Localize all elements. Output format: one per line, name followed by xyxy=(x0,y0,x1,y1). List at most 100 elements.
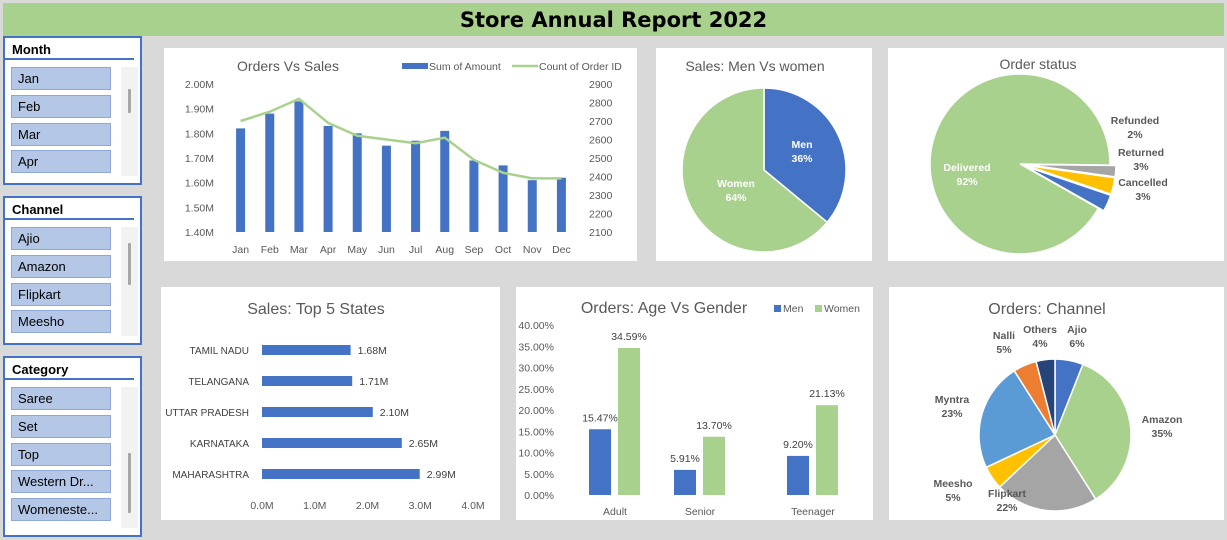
y-right-tick-label: 2400 xyxy=(589,172,613,184)
x-tick-label: Adult xyxy=(603,506,627,518)
orders-channel-panel: Orders: Channel Ajio 6% Amazon 35% Flipkart 22… xyxy=(889,287,1224,520)
pie-slice-others xyxy=(1035,358,1056,436)
data-label-value: 2% xyxy=(1127,129,1143,141)
month-scroll-thumb[interactable] xyxy=(128,89,131,113)
y-tick-label: MAHARASHTRA xyxy=(172,470,249,481)
data-label-value: 35% xyxy=(1151,428,1173,440)
pie-slice-delivered xyxy=(929,73,1111,255)
data-label: 2.99M xyxy=(427,469,456,481)
x-tick-label: Dec xyxy=(552,244,571,256)
y-right-tick-label: 2800 xyxy=(589,98,613,110)
y-right-tick-label: 2900 xyxy=(589,79,613,91)
orders-vs-sales-panel: Orders Vs Sales Sum of Amount Count of Ord… xyxy=(164,48,637,261)
data-label: 5.91% xyxy=(670,453,700,465)
slicer-item-feb[interactable]: Feb xyxy=(11,94,111,118)
pie-slice-returned xyxy=(1025,164,1116,196)
bar-men xyxy=(787,455,809,495)
data-label-value: 5% xyxy=(996,344,1012,356)
slicer-item-top[interactable]: Top xyxy=(11,442,111,466)
slicer-item-mar[interactable]: Mar xyxy=(11,122,111,146)
data-label: 1.68M xyxy=(358,345,387,357)
men-vs-women-panel: Sales: Men Vs women Men 36% Women 64% xyxy=(656,48,872,261)
slicer-item-flipkart[interactable]: Flipkart xyxy=(11,282,111,306)
y-tick-label: 20.00% xyxy=(518,405,554,417)
data-label-name: Refunded xyxy=(1111,115,1159,127)
bar-sum-of-amount xyxy=(352,133,362,232)
slicer-item-ajio[interactable]: Ajio xyxy=(11,227,111,250)
slicer-item-apr[interactable]: Apr xyxy=(11,150,111,174)
data-label-name: Amazon xyxy=(1142,414,1183,426)
legend-label-amount: Sum of Amount xyxy=(429,61,501,73)
channel-slicer-scrollbar[interactable] xyxy=(121,227,138,336)
x-tick-label: Jan xyxy=(232,244,249,256)
slicer-item-amazon[interactable]: Amazon xyxy=(11,254,111,278)
slicer-item-jan[interactable]: Jan xyxy=(11,67,111,90)
y-tick-label: 15.00% xyxy=(518,426,554,438)
x-tick-label: Teenager xyxy=(791,506,835,518)
data-label-name: Delivered xyxy=(943,162,990,174)
orders-channel-chart: Orders: Channel Ajio 6% Amazon 35% Flipkart 22… xyxy=(933,301,1183,514)
data-label-name: Ajio xyxy=(1067,324,1087,336)
data-label-value: 23% xyxy=(941,408,963,420)
data-label: 2.10M xyxy=(380,407,409,419)
legend-swatch-men xyxy=(774,305,781,312)
line-count-of-order-id xyxy=(240,97,562,180)
data-label-value: 5% xyxy=(945,492,961,504)
data-label: 9.20% xyxy=(783,439,813,451)
pie-slice-myntra xyxy=(978,369,1057,469)
y-right-tick-label: 2500 xyxy=(589,153,613,165)
legend-label-men: Men xyxy=(783,303,804,315)
month-slicer: Month Jan Feb Mar Apr xyxy=(3,36,142,185)
pie-slice-women xyxy=(681,87,829,253)
category-scroll-thumb[interactable] xyxy=(128,453,131,513)
order-status-panel: Order status Delivered 92% Refunded 2% Return… xyxy=(888,48,1224,261)
legend-label-orders: Count of Order ID xyxy=(539,61,622,73)
slicer-item-set[interactable]: Set xyxy=(11,414,111,438)
data-label-value: 6% xyxy=(1069,338,1085,350)
bar-state-sales xyxy=(262,407,373,417)
legend-swatch-amount xyxy=(402,63,428,69)
month-slicer-scrollbar[interactable] xyxy=(121,67,138,176)
data-label-name: Returned xyxy=(1118,147,1164,159)
x-tick-label: Sep xyxy=(465,244,484,256)
bar-sum-of-amount xyxy=(440,130,450,232)
category-slicer-scrollbar[interactable] xyxy=(121,387,138,528)
data-label-name: Meesho xyxy=(933,478,972,490)
channel-slicer: Channel Ajio Amazon Flipkart Meesho xyxy=(3,196,142,345)
y-right-tick-label: 2300 xyxy=(589,190,613,202)
top-states-panel: Sales: Top 5 States TAMIL NADU 1.68M TELANG… xyxy=(161,287,500,520)
bar-sum-of-amount xyxy=(527,180,537,232)
bar-state-sales xyxy=(262,345,351,355)
channel-scroll-thumb[interactable] xyxy=(128,243,131,285)
age-vs-gender-panel: Orders: Age Vs Gender Men Women 40.00% 35.00… xyxy=(516,287,873,520)
data-label: 2.65M xyxy=(409,438,438,450)
orders-vs-sales-chart: Orders Vs Sales Sum of Amount Count of Ord… xyxy=(185,58,622,256)
y-tick-label: UTTAR PRADESH xyxy=(165,408,249,419)
slicer-item-womenestern[interactable]: Womeneste... xyxy=(11,498,111,522)
pie-slice-cancelled xyxy=(1025,165,1112,212)
bar-men xyxy=(589,429,611,495)
x-tick-label: Senior xyxy=(685,506,716,518)
y-right-tick-label: 2700 xyxy=(589,116,613,128)
bar-sum-of-amount xyxy=(323,125,333,232)
data-label: 34.59% xyxy=(611,331,647,343)
x-tick-label: Nov xyxy=(523,244,542,256)
data-label: 13.70% xyxy=(696,420,732,432)
x-tick-label: May xyxy=(347,244,368,256)
legend-swatch-women xyxy=(815,305,822,312)
slicer-item-meesho[interactable]: Meesho xyxy=(11,310,111,334)
y-right-tick-label: 2100 xyxy=(589,227,613,239)
y-left-tick-label: 1.70M xyxy=(185,153,214,165)
bar-women xyxy=(703,436,725,495)
y-tick-label: KARNATAKA xyxy=(190,439,249,450)
slicer-item-western-dress[interactable]: Western Dr... xyxy=(11,470,111,494)
data-label-value: 4% xyxy=(1032,338,1048,350)
y-left-tick-label: 1.60M xyxy=(185,178,214,190)
data-label-name: Others xyxy=(1023,324,1057,336)
x-tick-label: Apr xyxy=(320,244,337,256)
slicer-item-saree[interactable]: Saree xyxy=(11,387,111,410)
bar-state-sales xyxy=(262,376,353,386)
x-tick-label: Mar xyxy=(290,244,309,256)
y-tick-label: TELANGANA xyxy=(188,377,249,388)
y-tick-label: 30.00% xyxy=(518,363,554,375)
